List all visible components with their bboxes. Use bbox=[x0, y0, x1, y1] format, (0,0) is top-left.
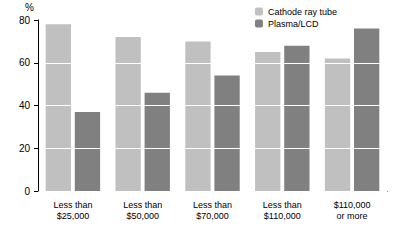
svg-text:Less than: Less than bbox=[193, 200, 232, 210]
svg-text:$110,000: $110,000 bbox=[334, 200, 371, 210]
svg-text:$50,000: $50,000 bbox=[126, 211, 159, 221]
svg-text:$25,000: $25,000 bbox=[57, 211, 90, 221]
svg-text:%: % bbox=[25, 2, 34, 13]
svg-text:Less than: Less than bbox=[263, 200, 302, 210]
svg-text:Plasma/LCD: Plasma/LCD bbox=[268, 19, 319, 29]
svg-text:80: 80 bbox=[19, 15, 31, 26]
svg-text:20: 20 bbox=[19, 143, 31, 154]
svg-text:40: 40 bbox=[19, 100, 31, 111]
svg-text:or more: or more bbox=[337, 211, 368, 221]
svg-text:$70,000: $70,000 bbox=[196, 211, 229, 221]
svg-text:60: 60 bbox=[19, 57, 31, 68]
svg-text:0: 0 bbox=[24, 186, 30, 197]
svg-text:$110,000: $110,000 bbox=[264, 211, 301, 221]
svg-text:Less than: Less than bbox=[123, 200, 162, 210]
svg-text:Cathode ray tube: Cathode ray tube bbox=[268, 7, 337, 17]
svg-text:Less than: Less than bbox=[53, 200, 92, 210]
